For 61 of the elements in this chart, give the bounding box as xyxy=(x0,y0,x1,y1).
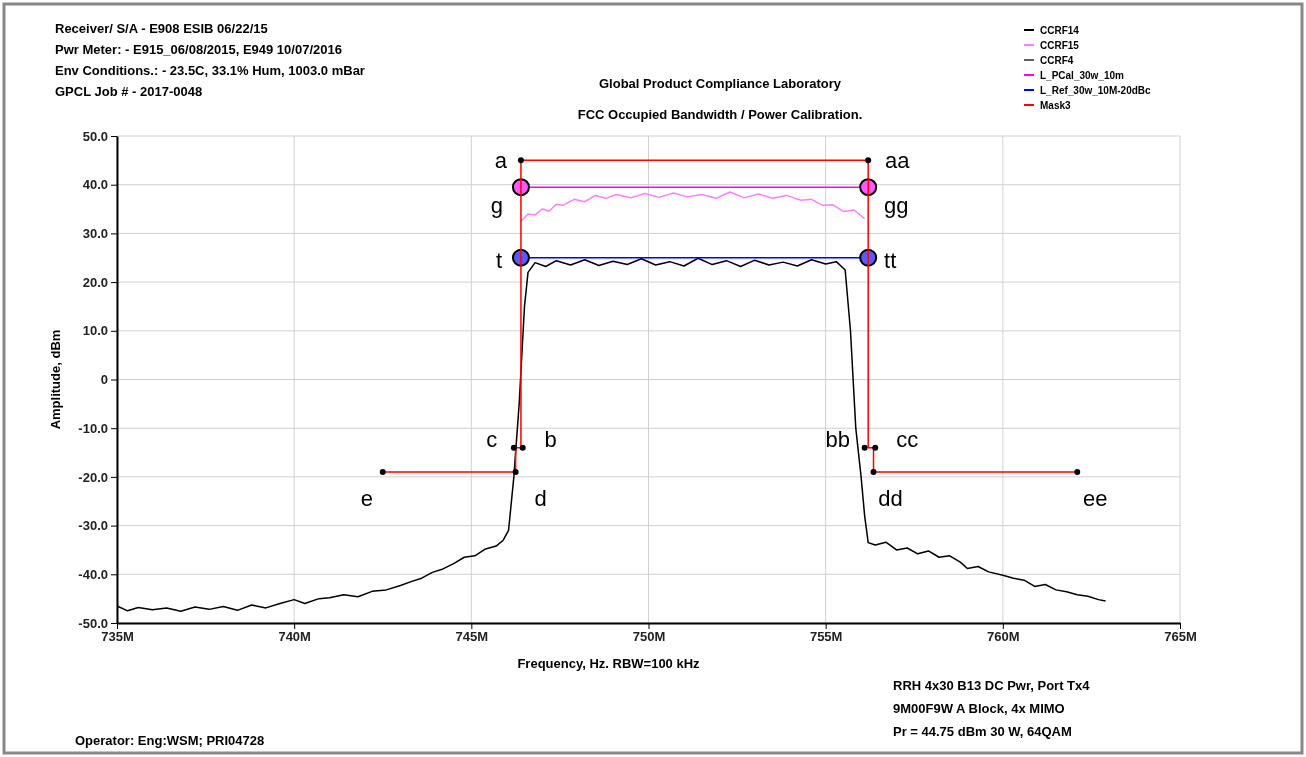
y-tick-label: 10.0 xyxy=(82,323,108,339)
y-tick-label: 40.0 xyxy=(82,177,108,193)
point xyxy=(872,444,879,451)
x-tick-label: 750M xyxy=(632,629,666,645)
point xyxy=(861,444,868,451)
legend-label: CCRF4 xyxy=(1040,55,1074,66)
text: Operator: Eng:WSM; PRI04728 xyxy=(75,733,265,748)
legend-label: L_PCal_30w_10m xyxy=(1040,70,1125,81)
x-tick-label: 755M xyxy=(809,629,843,645)
y-tick-label: -10.0 xyxy=(78,420,108,436)
annotation: bb xyxy=(825,427,850,453)
x-axis-title: Frequency, Hz. RBW=100 kHz xyxy=(517,656,701,671)
text: Pr = 44.75 dBm 30 W, 64QAM xyxy=(893,724,1072,739)
y-tick-label: 50.0 xyxy=(82,128,108,144)
legend-label: CCRF15 xyxy=(1040,40,1080,51)
y-axis-title: Amplitude, dBm xyxy=(48,329,63,430)
annotation: g xyxy=(490,192,504,218)
annotation: e xyxy=(360,485,373,511)
annotation: a xyxy=(494,148,508,174)
y-tick-label: -50.0 xyxy=(78,615,108,631)
text: Env Conditions.: - 23.5C, 33.1% Hum, 1003.0 mBar xyxy=(55,63,365,78)
annotation: ee xyxy=(1083,485,1108,511)
annotation: gg xyxy=(883,192,909,218)
point xyxy=(379,469,386,476)
point xyxy=(517,157,524,164)
annotation: cc xyxy=(896,427,919,453)
x-tick-label: 735M xyxy=(101,629,134,645)
x-tick-label: 745M xyxy=(455,629,489,645)
line-series xyxy=(520,191,866,222)
y-tick-label: -40.0 xyxy=(78,566,108,582)
annotation: b xyxy=(544,427,557,453)
y-tick-label: -30.0 xyxy=(78,518,108,534)
legend-label: CCRF14 xyxy=(1040,25,1080,36)
y-tick-label: 20.0 xyxy=(82,274,108,290)
legend-label: L_Ref_30w_10M-20dBc xyxy=(1040,85,1152,96)
chart-subtitle: FCC Occupied Bandwidth / Power Calibration. xyxy=(577,107,863,122)
y-tick-label: 0 xyxy=(100,372,108,388)
x-tick-label: 740M xyxy=(278,629,311,645)
text: RRH 4x30 B13 DC Pwr, Port Tx4 xyxy=(893,678,1091,693)
annotation: tt xyxy=(884,248,897,274)
legend-label: Mask3 xyxy=(1040,100,1072,111)
x-tick-label: 765M xyxy=(1164,629,1197,645)
annotation: t xyxy=(495,248,502,274)
annotation: d xyxy=(534,485,547,511)
point xyxy=(865,157,872,164)
text: 9M00F9W A Block, 4x MIMO xyxy=(893,701,1065,716)
x-tick-label: 760M xyxy=(987,629,1020,645)
chart-title: Global Product Compliance Laboratory xyxy=(599,76,842,91)
point xyxy=(510,444,517,451)
annotation: c xyxy=(486,427,498,453)
text: Receiver/ S/A - E908 ESIB 06/22/15 xyxy=(55,21,268,36)
point xyxy=(512,469,519,476)
annotation: aa xyxy=(884,148,911,174)
text: Pwr Meter: - E915_06/08/2015, E949 10/07/2016 xyxy=(55,42,342,57)
point xyxy=(870,469,877,476)
point xyxy=(1074,469,1081,476)
text: GPCL Job # - 2017-0048 xyxy=(55,84,203,99)
y-tick-label: 30.0 xyxy=(82,226,108,242)
point xyxy=(519,444,526,451)
annotation: dd xyxy=(878,485,903,511)
y-tick-label: -20.0 xyxy=(78,469,108,485)
